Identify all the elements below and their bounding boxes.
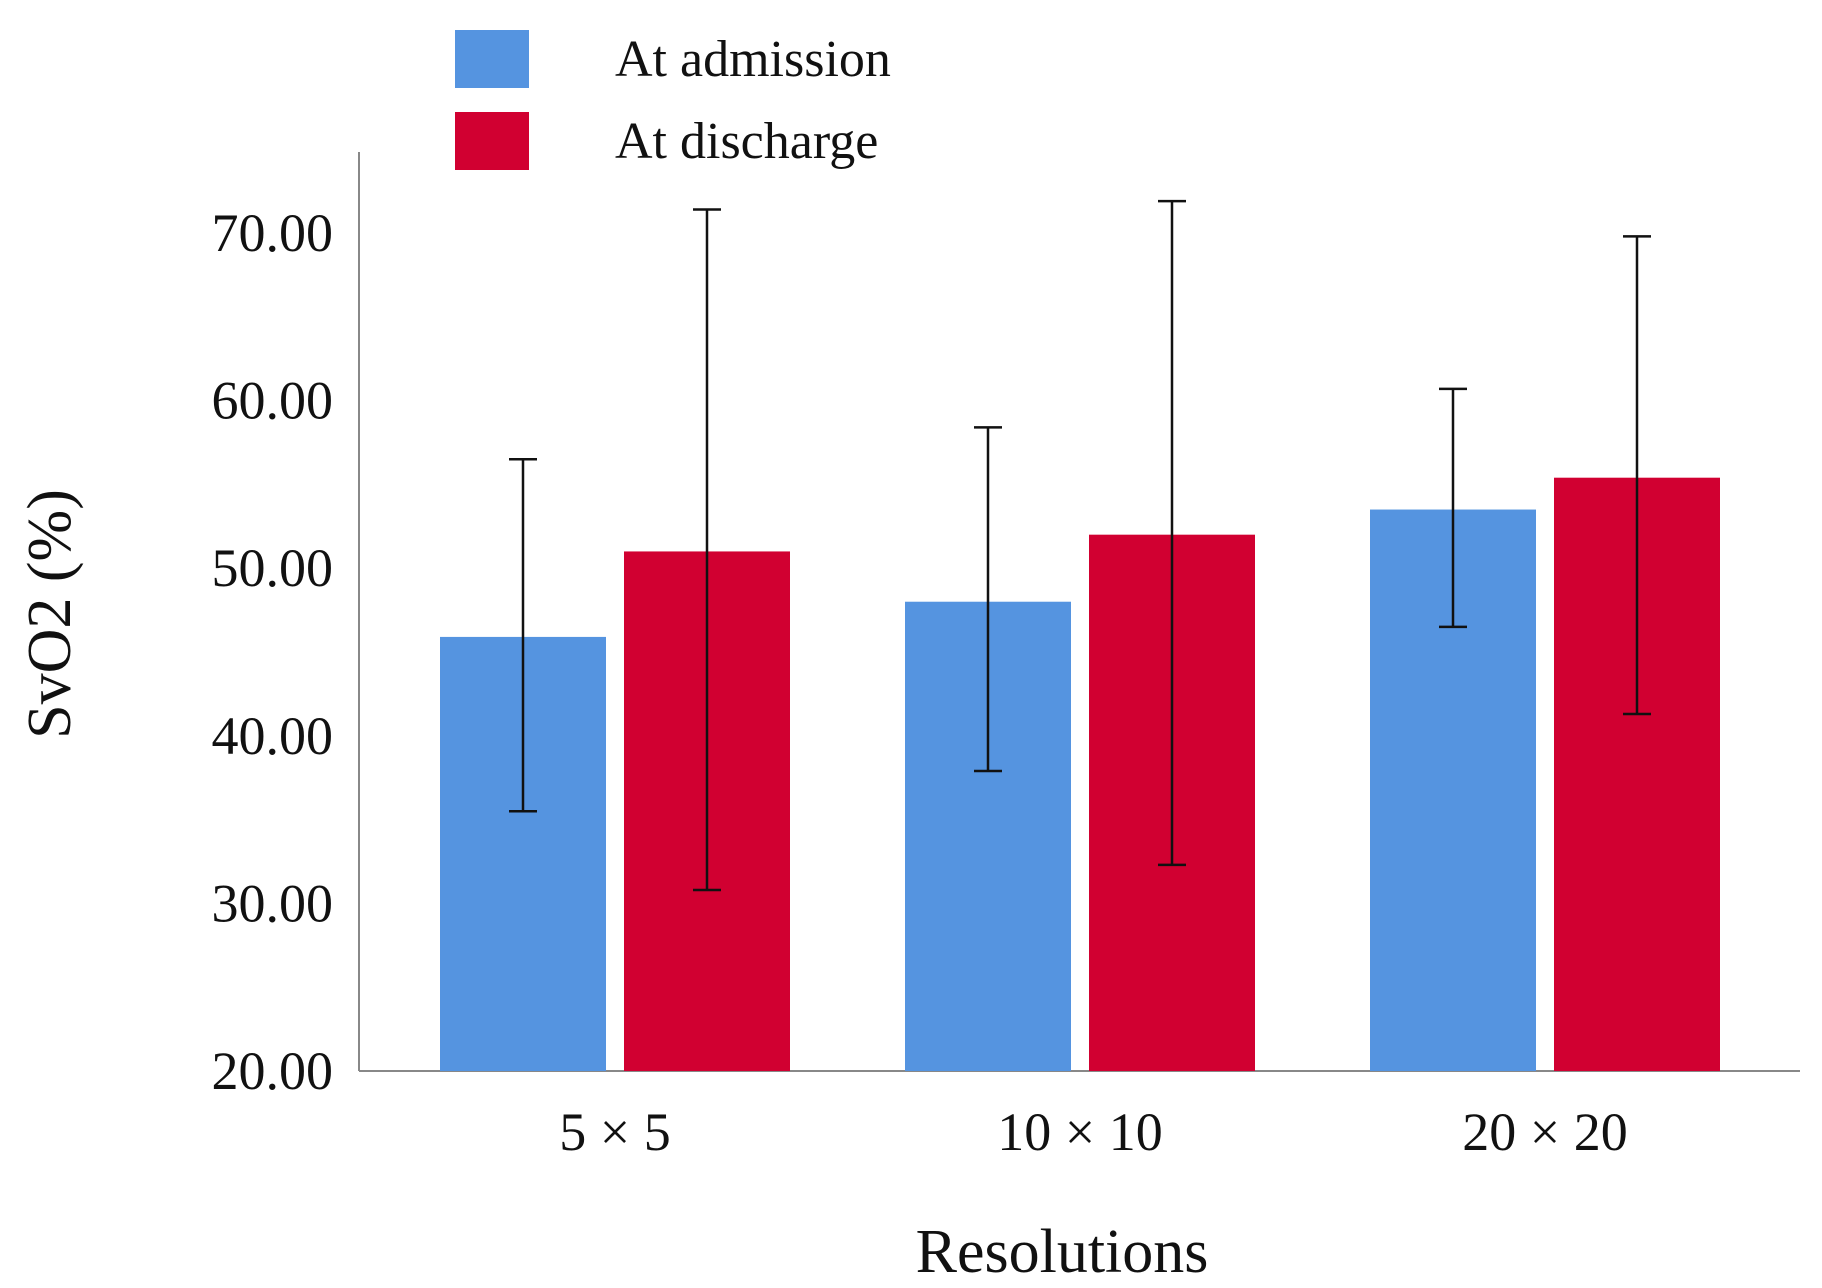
bars <box>440 477 1720 1071</box>
legend: At admission At discharge <box>455 30 891 170</box>
y-tick-label: 20.00 <box>212 1041 334 1101</box>
y-tick-label: 30.00 <box>212 873 334 933</box>
legend-label-discharge: At discharge <box>615 113 878 170</box>
x-tick-label: 10 × 10 <box>997 1102 1162 1162</box>
y-tick-label: 40.00 <box>212 706 334 766</box>
y-tick-label: 50.00 <box>212 538 334 598</box>
legend-swatch-admission <box>455 30 529 88</box>
labels: 20.00 30.00 40.00 50.00 60.00 70.00 5 × 5 10 × … <box>16 203 1628 1286</box>
y-axis-title: SvO2 (%) <box>16 489 84 739</box>
error-bars <box>509 199 1651 892</box>
y-tick-label: 60.00 <box>212 371 334 431</box>
legend-swatch-discharge <box>455 112 529 170</box>
x-axis-title: Resolutions <box>916 1218 1209 1286</box>
x-tick-label: 5 × 5 <box>559 1102 670 1162</box>
y-tick-label: 70.00 <box>212 203 334 263</box>
legend-label-admission: At admission <box>615 31 891 88</box>
x-tick-label: 20 × 20 <box>1462 1102 1627 1162</box>
